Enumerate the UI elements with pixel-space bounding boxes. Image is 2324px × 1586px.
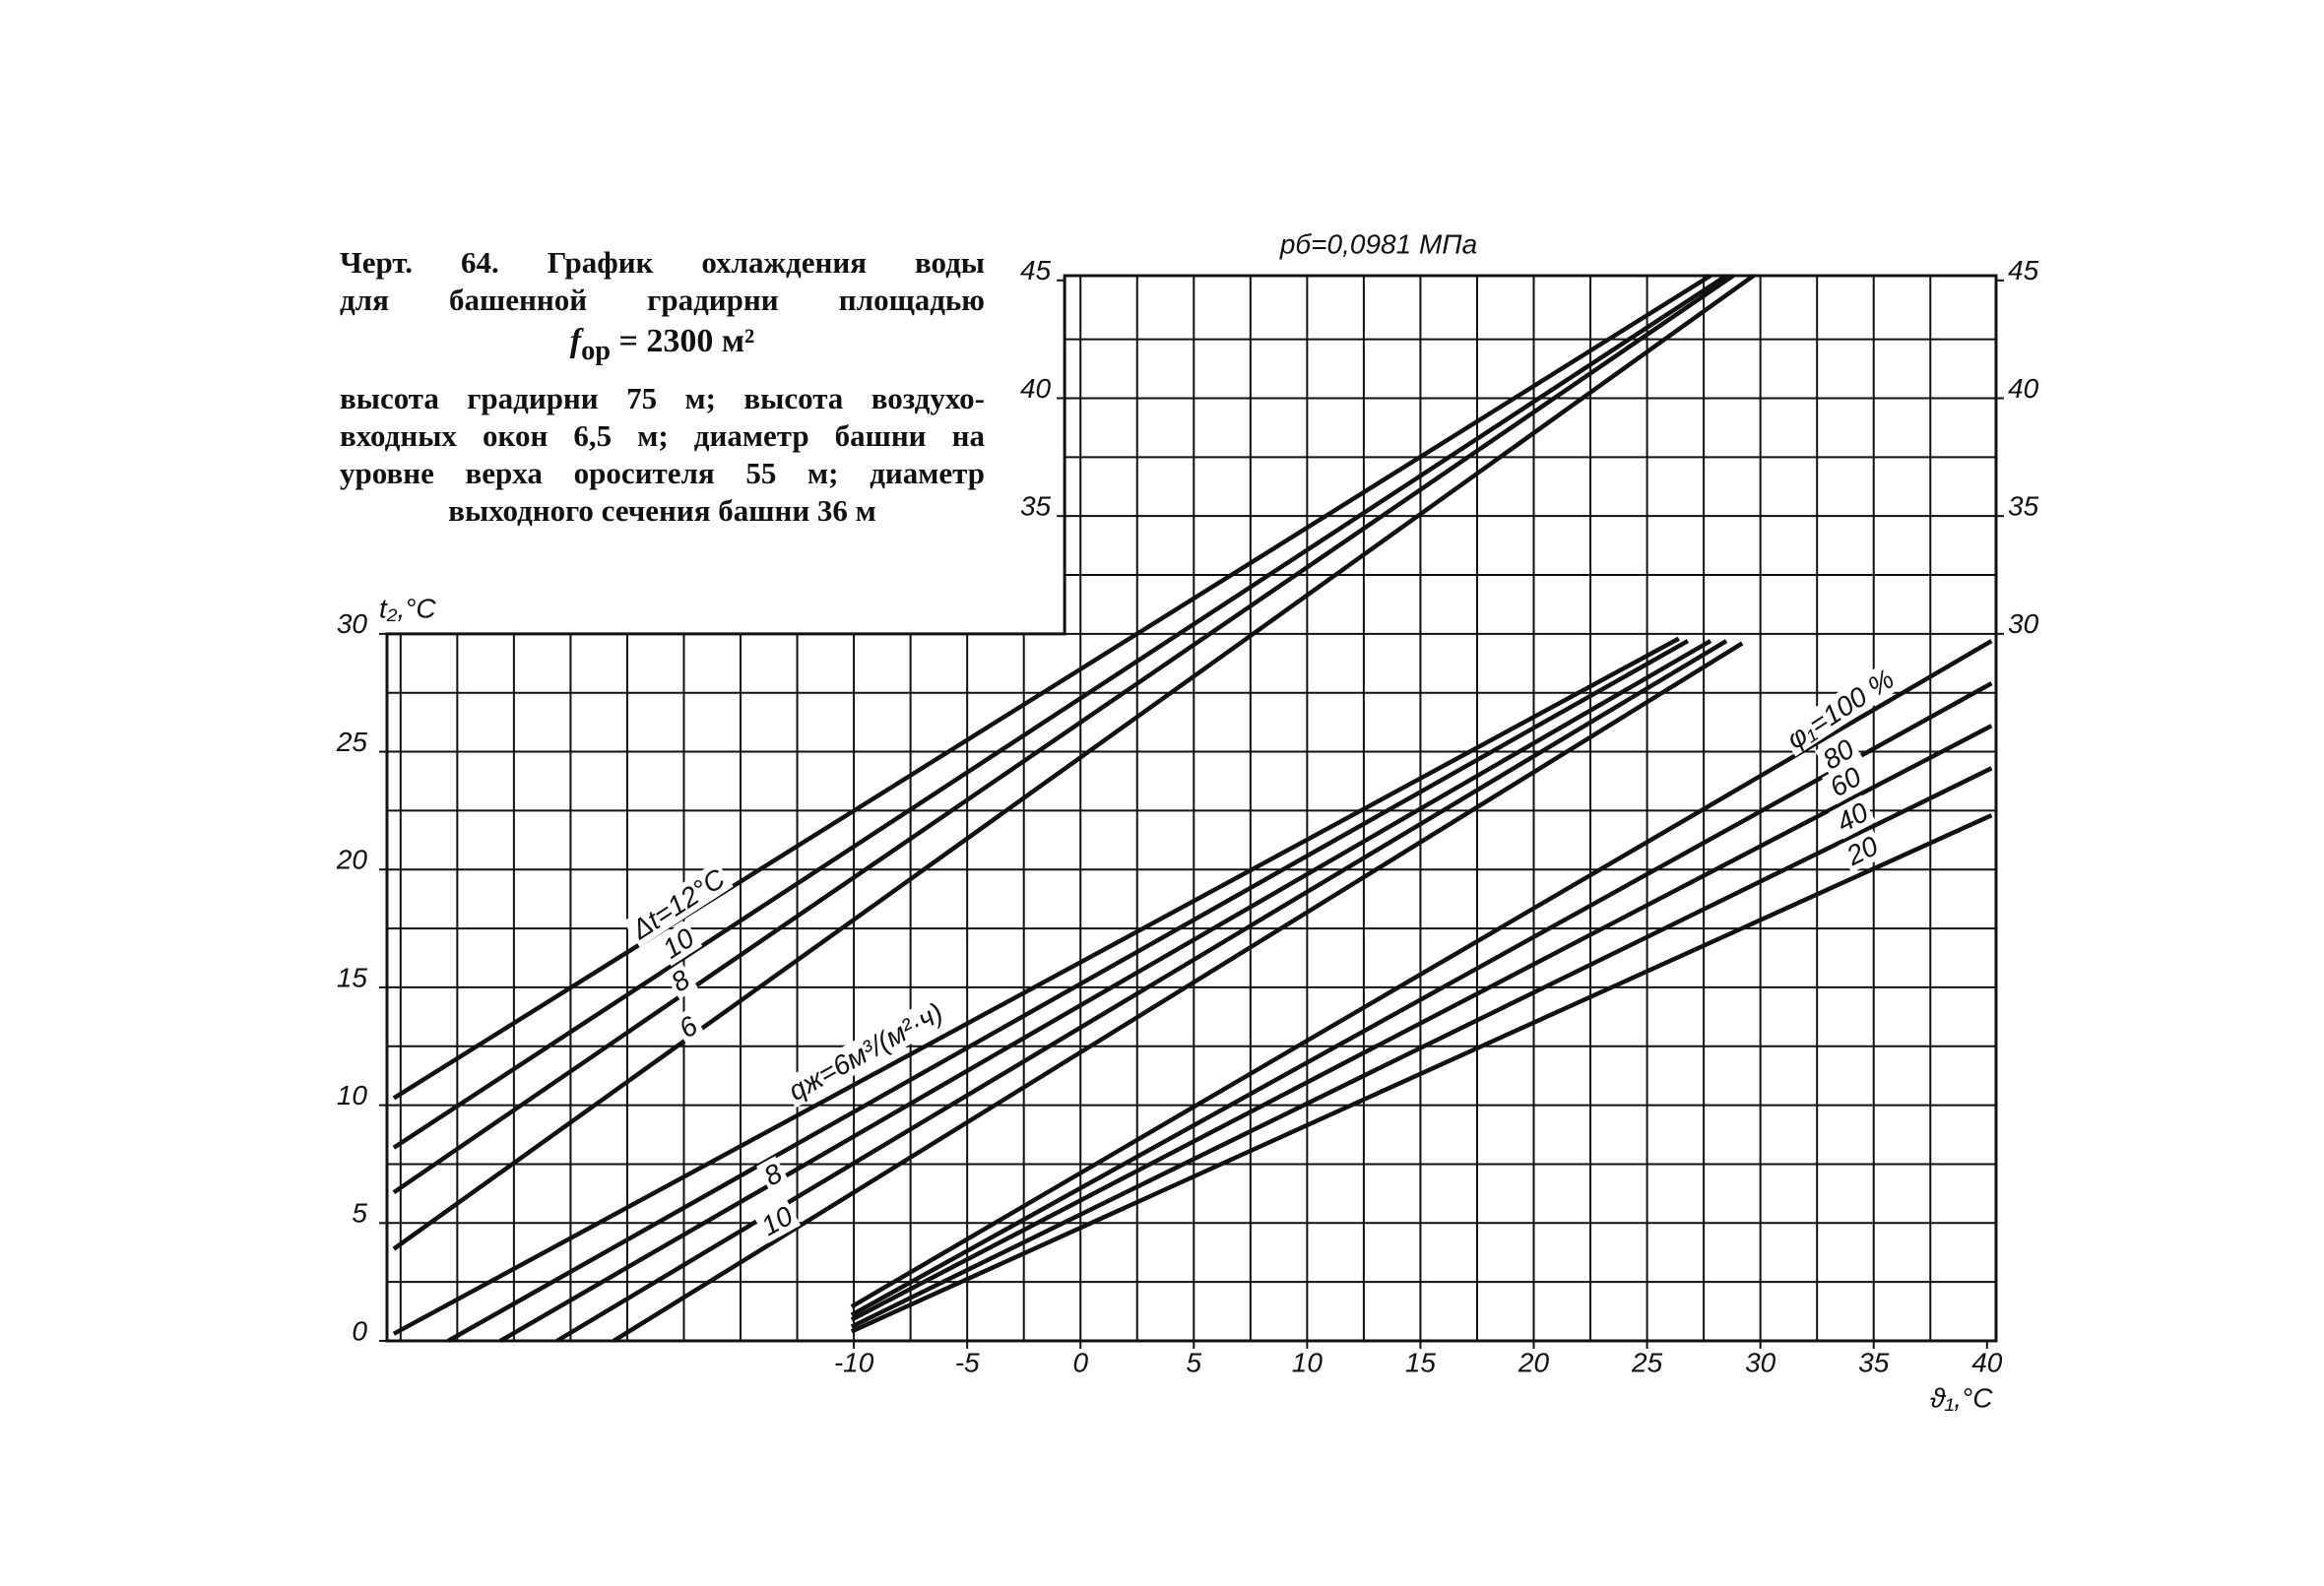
y-tick-label: 10: [337, 1080, 368, 1110]
curve: [392, 636, 1680, 1336]
curve: [498, 639, 1712, 1343]
y-tick-label-right: 45: [2008, 255, 2039, 285]
y-tick-label: 0: [352, 1315, 367, 1346]
caption-line: уровне верха оросителя 55 м; диаметр: [340, 455, 985, 490]
label-background: [756, 1156, 791, 1193]
curve-label: qж=6м³/(м²·ч): [783, 996, 947, 1106]
caption: Черт. 64. График охлаждения воды для баш…: [340, 244, 985, 530]
x-tick-label: 35: [1858, 1347, 1890, 1377]
formula: fор = 2300 м²: [340, 319, 985, 374]
caption-title: для башенной градирни площадью: [340, 283, 985, 317]
curve: [392, 274, 1712, 1101]
label-background: [780, 994, 951, 1109]
label-background: [1778, 662, 1903, 757]
curve: [850, 724, 1993, 1322]
formula-subscript: ор: [581, 335, 611, 366]
curve: [447, 639, 1690, 1343]
label-background: [1838, 828, 1886, 873]
curve: [850, 766, 1993, 1329]
y-tick-label-right: 40: [2008, 373, 2039, 404]
label-background: [622, 860, 734, 948]
caption-title: Черт. 64. График охлаждения воды: [340, 245, 985, 280]
y-tick-label: 25: [336, 727, 368, 757]
y-tick-label-right: 35: [2008, 491, 2039, 522]
y-tick-label: 20: [336, 845, 368, 875]
top-label: pб=0,0981 МПа: [1279, 228, 1477, 259]
label-background: [753, 1198, 802, 1243]
x-tick-label: 5: [1187, 1347, 1202, 1377]
x-tick-label: 30: [1745, 1347, 1776, 1377]
x-tick-label: 40: [1971, 1347, 2003, 1377]
caption-line: входных окон 6,5 м; диаметр башни на: [340, 417, 985, 453]
y-tick-label-upper: 35: [1020, 491, 1052, 522]
x-tick-label: -5: [955, 1347, 980, 1377]
y-tick-label: 5: [352, 1198, 367, 1229]
y-tick-label: 30: [337, 608, 368, 639]
y-axis-label: t₂,°C: [379, 593, 436, 623]
curve: [850, 639, 1993, 1309]
formula-rest: = 2300 м²: [618, 323, 755, 359]
label-background: [671, 1008, 706, 1047]
x-tick-label: 0: [1072, 1347, 1088, 1377]
x-tick-label: 20: [1517, 1347, 1550, 1377]
y-tick-label-right: 30: [2008, 608, 2039, 639]
label-background: [663, 962, 698, 1000]
formula-symbol: f: [569, 323, 582, 359]
y-tick-label-upper: 45: [1020, 255, 1052, 285]
curve: [850, 813, 1993, 1334]
curve-label: 10: [756, 1200, 799, 1241]
label-background: [1829, 794, 1877, 840]
caption-line: высота градирни 75 м; высота воздухо-: [340, 380, 985, 415]
plot-frame: [385, 274, 1998, 1343]
caption-line: выходного сечения башни 36 м: [448, 492, 876, 528]
y-tick-label-upper: 40: [1020, 373, 1052, 404]
x-tick-label: 15: [1405, 1347, 1437, 1377]
y-tick-label: 15: [337, 962, 368, 992]
x-tick-label: -10: [834, 1347, 874, 1377]
label-background: [1814, 731, 1863, 778]
curve: [392, 274, 1728, 1150]
curve: [392, 274, 1756, 1251]
curve: [555, 639, 1728, 1343]
x-tick-label: 25: [1631, 1347, 1663, 1377]
curve: [612, 641, 1744, 1343]
x-axis-label: ϑ₁,°C: [1930, 1382, 1993, 1413]
curve: [392, 274, 1735, 1195]
label-background: [654, 920, 703, 967]
curve: [850, 681, 1993, 1317]
label-background: [1822, 759, 1870, 804]
x-tick-label: 10: [1292, 1347, 1323, 1377]
